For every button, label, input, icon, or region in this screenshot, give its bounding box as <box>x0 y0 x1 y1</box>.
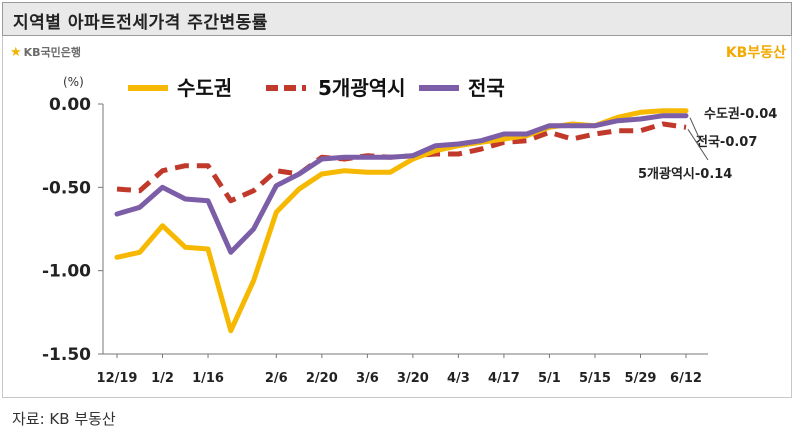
x-tick-label: 5/1 <box>538 371 561 386</box>
source-note: 자료: KB 부동산 <box>12 410 116 428</box>
legend-label-2: 5개광역시 <box>318 76 406 100</box>
kb-realestate-logo: KB부동산 <box>725 45 786 61</box>
x-tick-label: 1/2 <box>151 371 174 386</box>
series-line-2 <box>116 121 687 204</box>
series-line-3 <box>114 113 689 255</box>
page-title: 지역별 아파트전세가격 주간변동률 <box>13 13 268 33</box>
end-label-3: 전국-0.07 <box>696 134 757 150</box>
x-tick-label: 3/20 <box>397 371 429 386</box>
y-tick-label: -0.50 <box>42 178 91 198</box>
x-tick-label: 5/29 <box>625 371 657 386</box>
legend-label-3: 전국 <box>468 76 505 100</box>
legend-label-1: 수도권 <box>177 76 232 100</box>
x-tick-label: 4/3 <box>447 371 470 386</box>
x-tick-label: 2/6 <box>265 371 288 386</box>
end-label-2: 5개광역시-0.14 <box>638 166 732 182</box>
leader-line-3 <box>687 129 709 161</box>
kb-bank-logo: ★ KB국민은행 <box>10 44 81 60</box>
kb-bank-label: KB국민은행 <box>23 46 82 59</box>
x-tick-label: 12/19 <box>97 371 138 386</box>
x-tick-label: 6/12 <box>670 371 702 386</box>
x-tick-label: 4/17 <box>488 371 520 386</box>
y-tick-label: 0.00 <box>49 95 91 115</box>
x-tick-label: 2/20 <box>306 371 338 386</box>
x-tick-label: 5/15 <box>579 371 611 386</box>
leader-line-2 <box>689 117 701 141</box>
x-tick-label: 3/6 <box>356 371 379 386</box>
y-tick-label: -1.50 <box>42 345 91 365</box>
series-line-1 <box>114 108 689 334</box>
x-tick-label: 1/16 <box>192 371 224 386</box>
chart-frame <box>2 36 792 398</box>
kb-star-icon: ★ <box>10 44 22 60</box>
title-bar: 지역별 아파트전세가격 주간변동률 <box>2 2 792 36</box>
end-label-1: 수도권-0.04 <box>704 107 777 122</box>
y-axis-unit: (%) <box>63 75 84 89</box>
y-tick-label: -1.00 <box>42 262 91 282</box>
